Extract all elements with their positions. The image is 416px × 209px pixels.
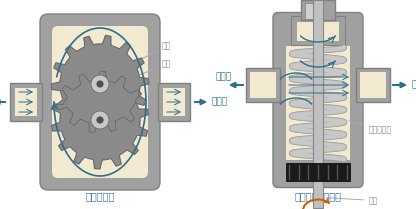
Bar <box>15 88 37 116</box>
Bar <box>286 46 350 159</box>
Bar <box>301 0 335 19</box>
Bar <box>356 68 390 102</box>
FancyBboxPatch shape <box>52 26 148 178</box>
Text: ギア: ギア <box>131 42 171 65</box>
Bar <box>297 22 339 41</box>
Bar <box>10 83 42 121</box>
Text: 主軸: 主軸 <box>113 60 171 86</box>
Text: スクリューポンプ: スクリューポンプ <box>295 191 342 201</box>
Text: 吸込口: 吸込口 <box>216 72 232 81</box>
Circle shape <box>91 75 109 93</box>
Circle shape <box>97 80 104 88</box>
Bar <box>315 3 323 19</box>
Text: 吐出口: 吐出口 <box>412 80 416 89</box>
Bar <box>313 0 323 208</box>
Bar <box>360 72 386 98</box>
Circle shape <box>97 116 104 124</box>
Polygon shape <box>52 71 149 169</box>
Text: ギアポンプ: ギアポンプ <box>85 191 115 201</box>
Bar <box>163 88 185 116</box>
Text: スクリュー: スクリュー <box>349 121 392 135</box>
FancyBboxPatch shape <box>273 13 363 187</box>
Text: 吐出口: 吐出口 <box>212 98 228 107</box>
Bar <box>305 3 313 19</box>
Bar <box>286 163 350 181</box>
Bar <box>250 72 276 98</box>
Polygon shape <box>51 36 149 133</box>
Bar <box>291 15 345 45</box>
Bar <box>158 83 190 121</box>
Bar <box>246 68 280 102</box>
Circle shape <box>91 111 109 129</box>
FancyBboxPatch shape <box>40 14 160 190</box>
Text: 主軸: 主軸 <box>327 196 378 205</box>
